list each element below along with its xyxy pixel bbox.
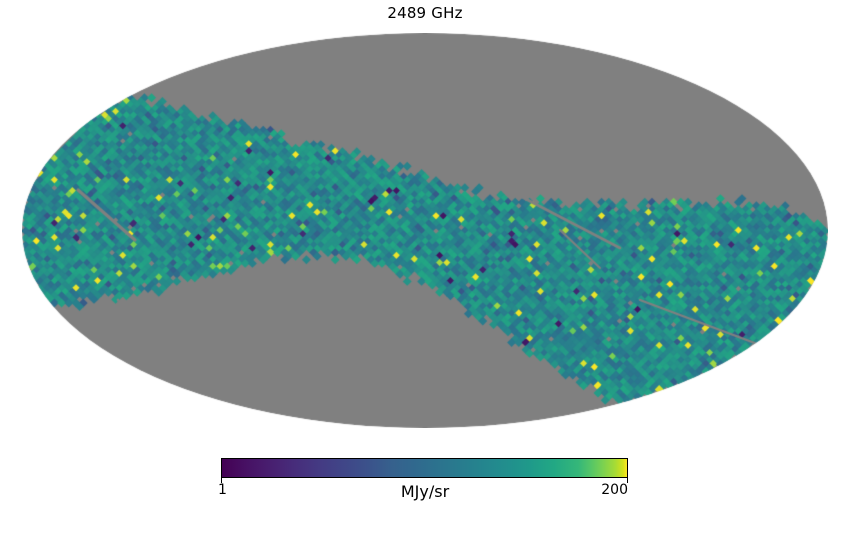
colorbar-tick-max bbox=[627, 478, 628, 483]
colorbar-max-label: 200 bbox=[601, 482, 628, 498]
colorbar-gradient bbox=[221, 458, 628, 478]
page-title: 2489 GHz bbox=[387, 4, 463, 22]
sky-map-canvas bbox=[22, 33, 828, 428]
colorbar-min-label: 1 bbox=[218, 482, 227, 498]
colorbar-ticks bbox=[221, 478, 628, 484]
mollweide-sky-map bbox=[22, 33, 828, 428]
colorbar-unit-label: MJy/sr bbox=[400, 482, 450, 501]
colorbar-tick-min bbox=[221, 478, 222, 483]
colorbar bbox=[221, 458, 628, 478]
